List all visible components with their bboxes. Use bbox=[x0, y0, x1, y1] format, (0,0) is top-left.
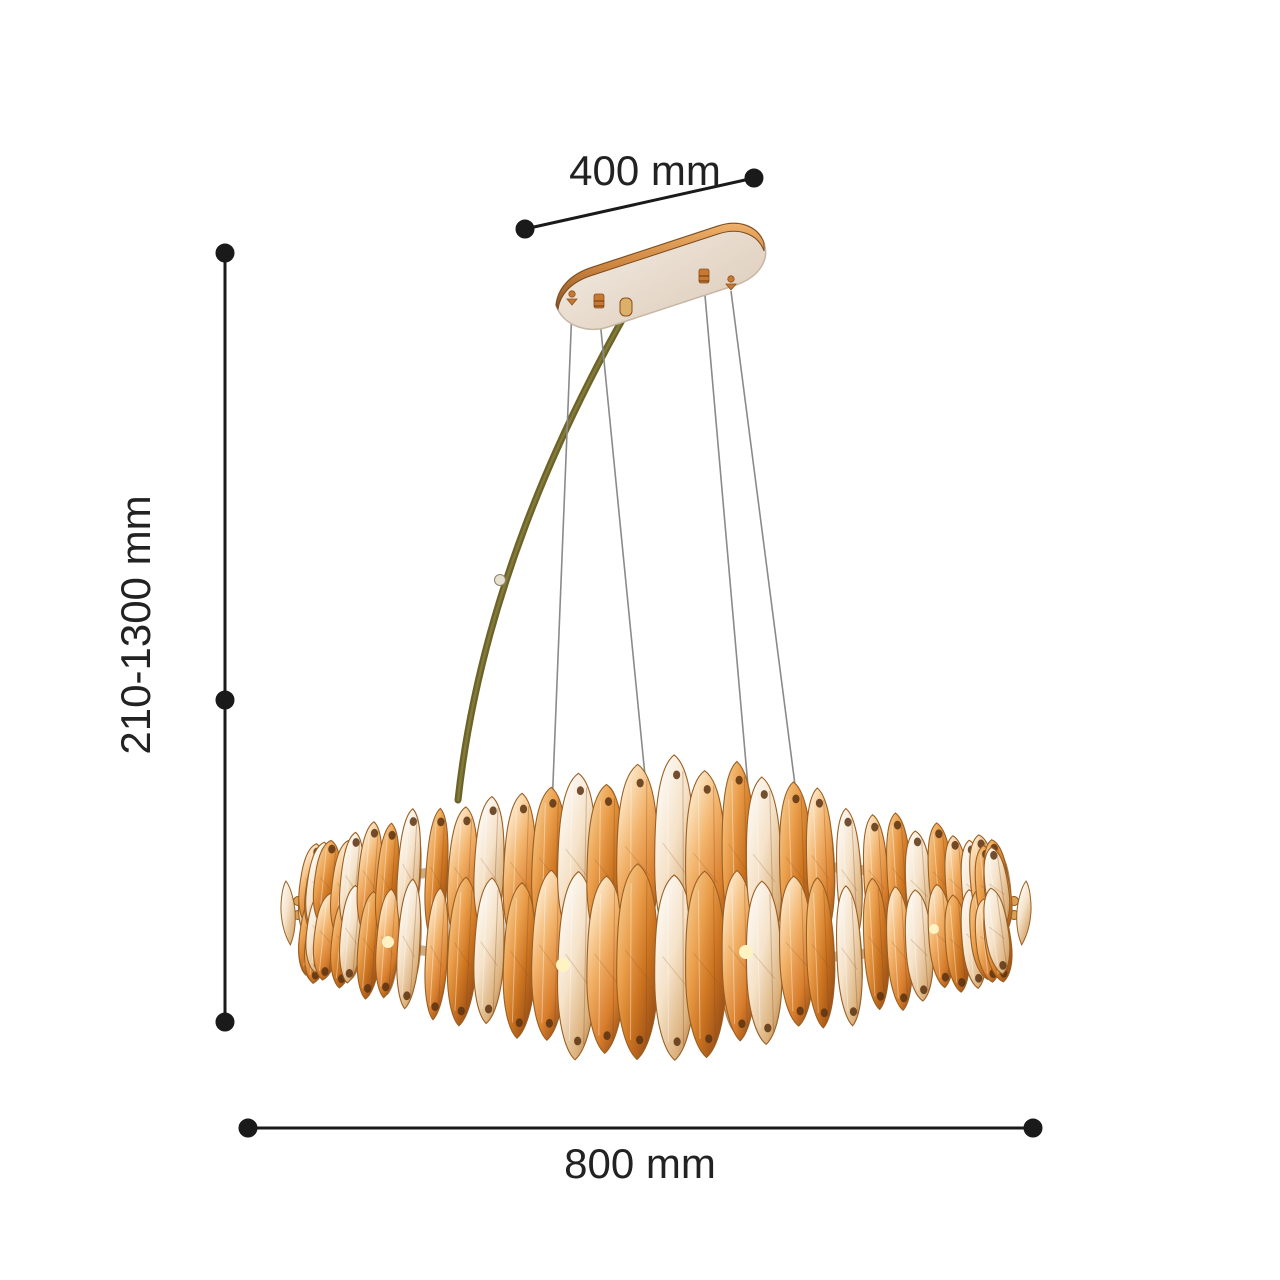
svg-text:800 mm: 800 mm bbox=[564, 1140, 716, 1187]
svg-text:400 mm: 400 mm bbox=[569, 147, 721, 194]
svg-text:210-1300 mm: 210-1300 mm bbox=[112, 495, 159, 754]
